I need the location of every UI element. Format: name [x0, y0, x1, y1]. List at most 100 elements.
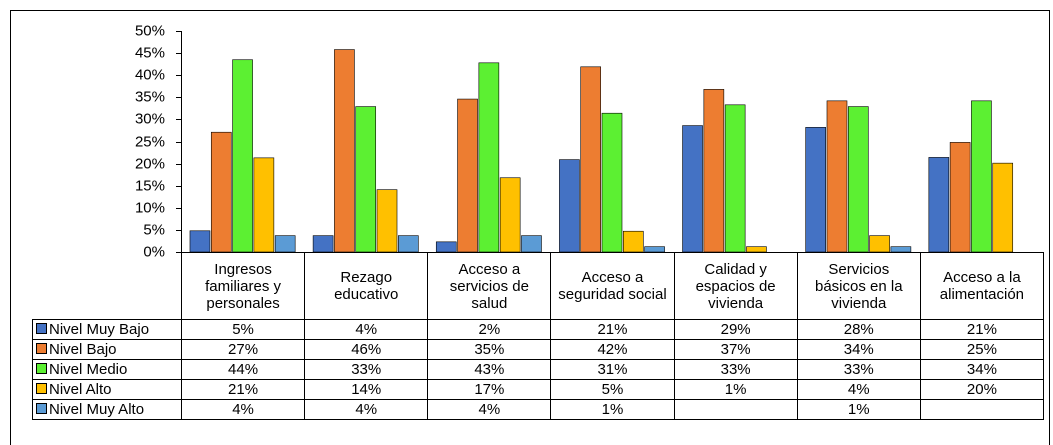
legend-label: Nivel Medio [49, 361, 128, 378]
corner [32, 252, 182, 320]
bar [928, 157, 950, 253]
bar [312, 235, 334, 253]
bar [682, 125, 703, 253]
legend-key [36, 323, 47, 334]
bar [521, 235, 542, 253]
data-label: 21% [919, 319, 1044, 340]
data-label: 5% [550, 379, 675, 400]
data-label: 17% [427, 379, 552, 400]
data-label: 1% [673, 379, 798, 400]
legend-key [36, 403, 47, 414]
y-tick-label: 5% [143, 221, 165, 238]
bar [847, 106, 869, 253]
bar [890, 246, 912, 253]
bar [334, 49, 355, 253]
legend-entry: Nivel Bajo [32, 339, 182, 360]
data-label: 33% [796, 359, 921, 380]
data-label: 33% [304, 359, 429, 380]
bar [724, 104, 746, 253]
bar [703, 89, 725, 253]
legend-label: Nivel Muy Bajo [49, 321, 150, 338]
series-row: Nivel Muy Alto 4% 4% 4% 1% 1% [32, 399, 1044, 420]
x-tick-label: Calidad y espacios de vivienda [673, 252, 798, 320]
bar [232, 59, 253, 253]
x-tick-label: Rezago educativo [304, 252, 429, 320]
data-label: 31% [550, 359, 675, 380]
legend-entry: Nivel Muy Alto [32, 399, 182, 420]
data-label: 34% [796, 339, 921, 360]
data-label: 20% [919, 379, 1044, 400]
bar [971, 100, 992, 253]
legend-label: Nivel Muy Alto [49, 401, 145, 418]
series-row: Nivel Medio 44% 33% 43% 31% 33% 33% 34% [32, 359, 1044, 380]
x-tick-label: Acceso a servicios de salud [427, 252, 552, 320]
data-label: 5% [180, 319, 306, 340]
y-tick-label: 20% [135, 155, 165, 172]
data-label: 43% [427, 359, 552, 380]
series-row: Nivel Muy Bajo 5% 4% 2% 21% 29% 28% 21% [32, 319, 1044, 340]
data-label: 4% [304, 319, 429, 340]
data-label: 33% [673, 359, 798, 380]
frame [10, 10, 1050, 445]
bar [210, 131, 232, 253]
data-label: 4% [427, 399, 552, 420]
bar [644, 246, 665, 253]
y-tick-label: 35% [135, 88, 165, 105]
y-tick-label: 30% [135, 110, 165, 127]
data-label: 42% [550, 339, 675, 360]
series-row: Nivel Alto 21% 14% 17% 5% 1% 4% 20% [32, 379, 1044, 400]
bar [622, 230, 644, 253]
data-label: 44% [180, 359, 306, 380]
bar [398, 235, 419, 253]
bar [253, 157, 275, 253]
y-tick-label: 40% [135, 66, 165, 83]
y-tick-label: 10% [135, 199, 165, 216]
data-table: Ingresos familiares y personales Rezago e… [32, 252, 1044, 420]
bar [355, 106, 377, 253]
data-label: 46% [304, 339, 429, 360]
data-label: 14% [304, 379, 429, 400]
y-tick-label: 15% [135, 177, 165, 194]
legend-entry: Nivel Alto [32, 379, 182, 400]
legend-label: Nivel Bajo [49, 341, 117, 358]
bar [805, 127, 826, 253]
bar [746, 246, 767, 253]
data-label [673, 399, 798, 420]
data-label: 34% [919, 359, 1044, 380]
legend-key [36, 363, 47, 374]
bar [992, 162, 1014, 253]
bar [499, 177, 521, 253]
x-tick-label: Servicios básicos en la vivienda [796, 252, 921, 320]
bar [601, 112, 623, 253]
legend-entry: Nivel Muy Bajo [32, 319, 182, 340]
header-row: Ingresos familiares y personales Rezago e… [32, 252, 1044, 320]
bar [869, 235, 890, 253]
data-label: 28% [796, 319, 921, 340]
data-label: 4% [796, 379, 921, 400]
data-label [919, 399, 1044, 420]
legend-entry: Nivel Medio [32, 359, 182, 380]
data-label: 37% [673, 339, 798, 360]
series-row: Nivel Bajo 27% 46% 35% 42% 37% 34% 25% [32, 339, 1044, 360]
x-tick-label: Acceso a seguridad social [550, 252, 675, 320]
data-label: 35% [427, 339, 552, 360]
data-label: 4% [304, 399, 429, 420]
x-tick-label: Acceso a la alimentación [919, 252, 1044, 320]
data-label: 1% [796, 399, 921, 420]
bar [457, 98, 478, 253]
bar [189, 230, 211, 253]
legend-key [36, 383, 47, 394]
data-label: 4% [180, 399, 306, 420]
data-label: 1% [550, 399, 675, 420]
bar [478, 62, 500, 253]
bar [949, 142, 971, 253]
y-tick-label: 45% [135, 44, 165, 61]
bar [435, 241, 457, 253]
bar [376, 189, 398, 253]
data-label: 21% [180, 379, 306, 400]
data-label: 29% [673, 319, 798, 340]
bar [826, 100, 848, 253]
data-label: 25% [919, 339, 1044, 360]
